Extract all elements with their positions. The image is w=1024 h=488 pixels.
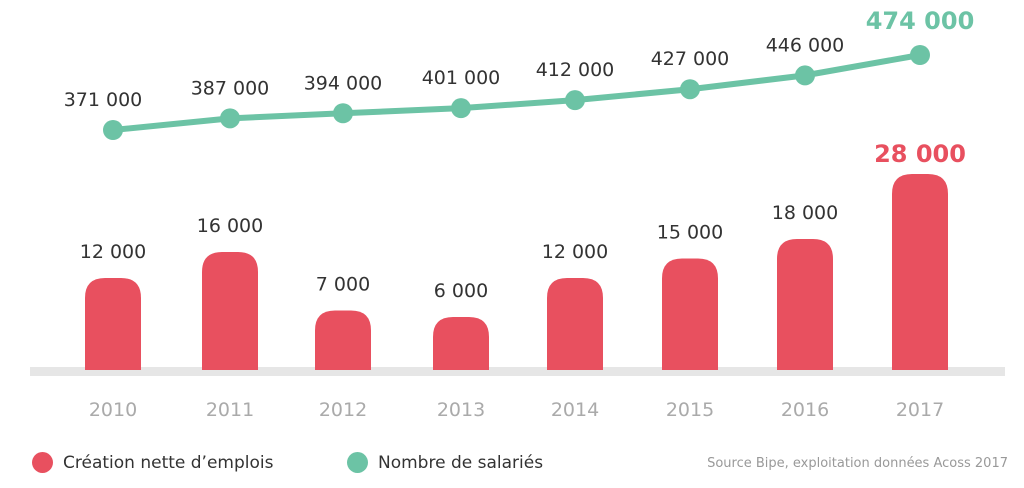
legend-label-bar: Création nette d’emplois bbox=[63, 452, 274, 473]
bar-2011 bbox=[202, 252, 258, 370]
line-point-2016 bbox=[795, 65, 815, 86]
line-label-2014: 412 000 bbox=[536, 59, 615, 81]
x-tick-2016: 2016 bbox=[781, 399, 829, 421]
line-point-2014 bbox=[565, 90, 585, 111]
bar-label-2014: 12 000 bbox=[542, 241, 608, 263]
line-label-2017: 474 000 bbox=[866, 7, 975, 35]
bar-2017 bbox=[892, 174, 948, 370]
legend-dot-green-icon bbox=[347, 452, 368, 473]
x-tick-2013: 2013 bbox=[437, 399, 485, 421]
bar-label-2012: 7 000 bbox=[316, 274, 370, 296]
x-tick-2014: 2014 bbox=[551, 399, 599, 421]
x-tick-2012: 2012 bbox=[319, 399, 367, 421]
line-point-2013 bbox=[451, 98, 471, 119]
x-tick-2017: 2017 bbox=[896, 399, 944, 421]
line-label-2013: 401 000 bbox=[422, 67, 501, 89]
bar-2013 bbox=[433, 317, 489, 370]
line-label-2011: 387 000 bbox=[191, 77, 270, 99]
line-point-2010 bbox=[103, 120, 123, 140]
bar-2016 bbox=[777, 239, 833, 370]
line-label-2015: 427 000 bbox=[651, 48, 730, 70]
line-label-2010: 371 000 bbox=[64, 89, 143, 111]
line-point-2011 bbox=[220, 108, 240, 129]
legend-item-bar: Création nette d’emplois bbox=[32, 452, 273, 473]
x-tick-2011: 2011 bbox=[206, 399, 254, 421]
legend-item-line: Nombre de salariés bbox=[347, 452, 543, 473]
bar-label-2016: 18 000 bbox=[772, 202, 838, 224]
line-point-2017 bbox=[910, 45, 930, 65]
line-label-2012: 394 000 bbox=[304, 72, 383, 94]
bar-label-2015: 15 000 bbox=[657, 222, 723, 244]
bar-label-2010: 12 000 bbox=[80, 241, 146, 263]
x-axis-band bbox=[30, 367, 1005, 376]
bar-2012 bbox=[315, 310, 371, 370]
line-series bbox=[112, 52, 921, 133]
bar-2015 bbox=[662, 258, 718, 370]
bar-2010 bbox=[85, 278, 141, 370]
legend-label-line: Nombre de salariés bbox=[378, 452, 544, 473]
bar-2014 bbox=[547, 278, 603, 370]
line-label-2016: 446 000 bbox=[766, 34, 845, 56]
bar-label-2017: 28 000 bbox=[874, 140, 966, 168]
x-tick-2015: 2015 bbox=[666, 399, 714, 421]
line-point-2015 bbox=[680, 79, 700, 100]
legend-dot-red-icon bbox=[32, 452, 53, 473]
bar-label-2013: 6 000 bbox=[434, 280, 488, 302]
source-note: Source Bipe, exploitation données Acoss … bbox=[707, 456, 1008, 471]
x-tick-2010: 2010 bbox=[89, 399, 137, 421]
line-point-2012 bbox=[333, 103, 353, 124]
bar-label-2011: 16 000 bbox=[197, 215, 263, 237]
